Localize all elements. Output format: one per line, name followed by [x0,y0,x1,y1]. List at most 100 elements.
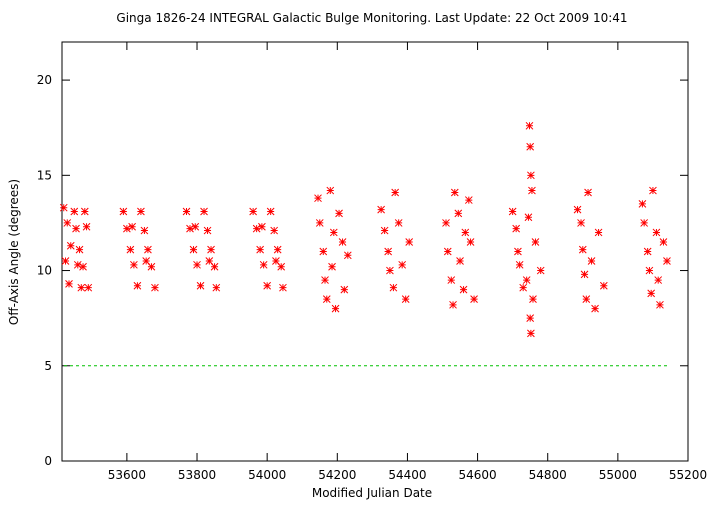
data-point [75,245,84,254]
y-tick-label: 0 [44,454,52,468]
chart-title: Ginga 1826-24 INTEGRAL Galactic Bulge Mo… [116,11,627,25]
data-point [652,228,661,237]
data-point [449,300,457,309]
data-point [384,247,393,256]
data-point [398,260,407,269]
y-axis-label: Off-Axis Angle (degrees) [7,179,21,325]
data-point [377,205,385,214]
data-point [442,219,450,227]
data-point [270,226,279,235]
data-point [645,266,654,275]
data-point [443,247,452,256]
data-point [130,260,138,269]
data-point [529,295,537,303]
data-point [263,281,272,290]
data-point [72,224,80,233]
x-tick-label: 54400 [388,468,426,482]
data-point [580,270,589,279]
data-point [189,245,198,254]
data-point [459,285,468,294]
data-point [654,276,663,284]
data-point [182,207,191,216]
data-point [584,188,592,197]
data-point [338,238,347,246]
data-point [587,257,596,265]
data-point [65,280,73,288]
data-point [119,207,128,216]
data-point [335,209,343,218]
plot-frame [61,41,689,462]
data-point [140,226,149,235]
data-point [277,262,286,271]
data-point [456,257,464,265]
data-point [144,245,152,254]
x-tick-label: 53600 [108,468,146,482]
data-point [196,281,205,290]
data-point [638,200,647,208]
data-point [322,295,331,303]
data-point [279,283,287,292]
x-tick-label: 54600 [458,468,496,482]
x-axis-label: Modified Julian Date [312,486,432,500]
data-point [126,245,135,254]
data-point [515,260,524,269]
data-point [391,188,400,197]
data-point [508,207,517,216]
data-point [321,276,329,284]
data-point [266,207,275,216]
data-point [59,203,68,212]
data-point [536,266,545,275]
data-point [331,304,340,313]
data-point [203,226,212,235]
data-point [591,304,599,313]
data-point [151,283,159,292]
data-point [450,188,459,197]
data-point [386,266,394,275]
data-point [186,224,194,233]
data-point [340,285,349,294]
data-point [77,283,86,292]
data-point [200,207,208,216]
data-point [258,222,266,231]
data-point [527,171,535,180]
data-point [466,238,475,246]
data-point [79,262,87,271]
data-point [526,142,535,151]
x-tick-label: 54800 [529,468,567,482]
data-point [528,186,536,195]
data-point [519,283,528,292]
data-point [527,329,535,338]
data-point [647,289,656,298]
data-point [252,224,261,233]
data-point [329,228,338,237]
data-point [656,300,664,309]
x-tick-label: 54200 [318,468,356,482]
data-point [205,257,214,265]
y-tick-label: 20 [37,73,52,87]
data-point [207,245,215,254]
data-point [526,314,535,323]
data-point [249,207,257,216]
data-point [380,226,389,235]
data-point [577,219,585,227]
data-point [582,295,591,303]
data-point [343,251,352,260]
data-point [573,205,582,214]
data-point [663,257,671,265]
data-point [70,207,79,216]
data-point [401,295,410,303]
data-point [256,245,264,254]
data-point [578,245,587,254]
data-point [464,196,473,204]
data-point [147,262,156,271]
data-point [193,260,201,269]
data-point [594,228,603,237]
x-tick-label: 53800 [178,468,216,482]
data-point [73,260,82,269]
data-point [512,224,521,233]
y-tick-label: 5 [44,359,52,373]
data-point [133,281,142,290]
data-point [522,276,531,284]
